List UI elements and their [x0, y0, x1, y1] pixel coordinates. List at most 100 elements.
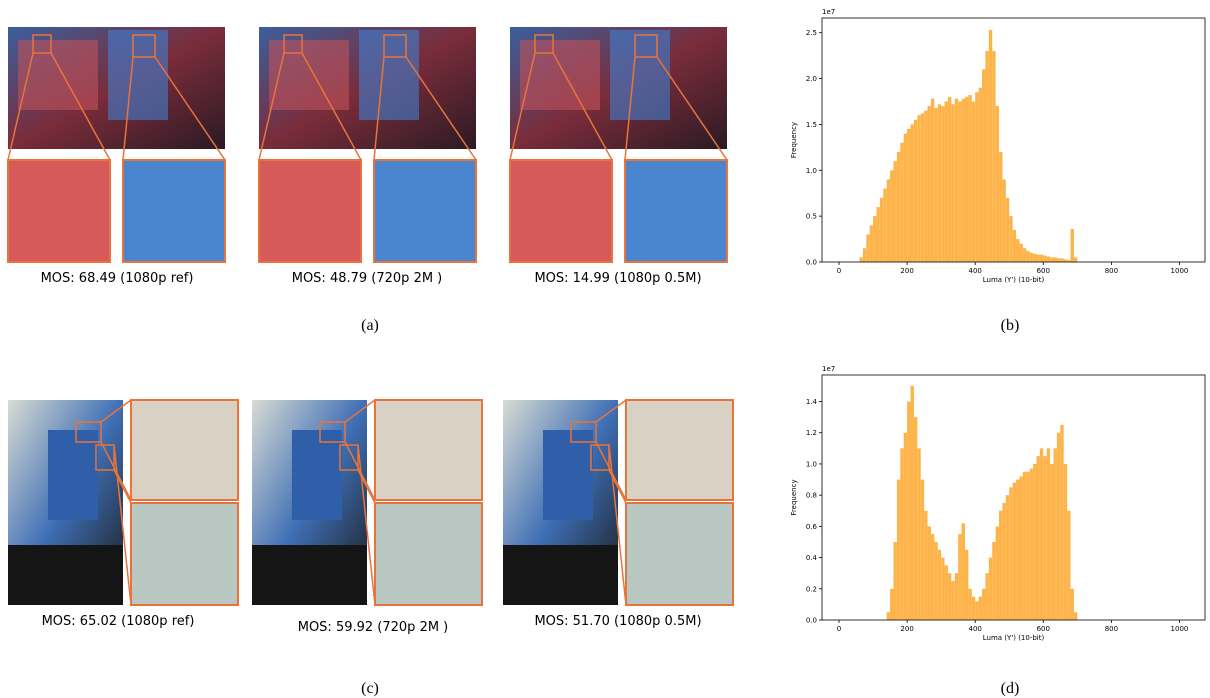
bar: [904, 433, 907, 620]
bar: [941, 558, 944, 620]
bar: [1064, 259, 1067, 262]
bar: [917, 115, 920, 262]
bar: [870, 225, 873, 262]
bar: [972, 597, 975, 620]
bar: [951, 104, 954, 262]
bar: [1023, 248, 1026, 262]
bar: [1026, 472, 1029, 620]
bar: [945, 565, 948, 620]
bar: [893, 161, 896, 262]
x-tick-label: 200: [900, 267, 913, 275]
bar: [968, 589, 971, 620]
bar: [1050, 464, 1053, 620]
caption: MOS: 14.99 (1080p 0.5M): [534, 271, 701, 286]
bar: [955, 99, 958, 262]
caption: MOS: 59.92 (720p 2M ): [298, 620, 449, 635]
caption: MOS: 51.70 (1080p 0.5M): [534, 614, 701, 629]
bar: [887, 179, 890, 262]
bar: [996, 526, 999, 620]
y-tick-label: 0.2: [806, 585, 817, 593]
bar: [979, 597, 982, 620]
bar: [890, 170, 893, 262]
bar: [1067, 511, 1070, 620]
bar: [972, 101, 975, 262]
y-axis-label: Frequency: [790, 122, 798, 158]
bar: [1060, 258, 1063, 262]
bar: [1013, 483, 1016, 620]
bar: [928, 526, 931, 620]
bar: [962, 523, 965, 620]
bar: [989, 558, 992, 620]
bar: [1036, 255, 1039, 262]
y-tick-label: 0.8: [806, 492, 817, 500]
bar: [1071, 229, 1074, 262]
bar: [989, 30, 992, 262]
bar: [1006, 198, 1009, 262]
bar: [1016, 239, 1019, 262]
x-tick-label: 1000: [1171, 267, 1189, 275]
bar: [1009, 216, 1012, 262]
y-tick-label: 0.0: [806, 259, 817, 267]
bar: [1023, 472, 1026, 620]
bar: [1047, 448, 1050, 620]
subfigure-label: (a): [361, 317, 379, 334]
bar: [1030, 469, 1033, 620]
zoom: [626, 503, 733, 605]
bar: [965, 97, 968, 262]
y-tick-label: 2.0: [806, 75, 817, 83]
bar: [941, 106, 944, 262]
bar: [914, 417, 917, 620]
bar: [1050, 257, 1053, 262]
bar: [1002, 179, 1005, 262]
bar: [965, 550, 968, 620]
bar: [911, 386, 914, 620]
bar: [1071, 589, 1074, 620]
photo-detail: [252, 545, 367, 605]
bar: [945, 101, 948, 262]
x-tick-label: 800: [1105, 625, 1118, 633]
zoom: [510, 160, 612, 262]
bar: [904, 134, 907, 262]
photo-detail: [48, 430, 98, 520]
bar: [1060, 425, 1063, 620]
bar: [880, 198, 883, 262]
bar: [1074, 612, 1077, 620]
bar: [866, 234, 869, 262]
zoom: [123, 160, 225, 262]
y-tick-label: 2.5: [806, 29, 817, 37]
x-tick-label: 400: [969, 267, 982, 275]
bar: [975, 601, 978, 620]
x-axis-label: Luma (Y') (10-bit): [983, 276, 1045, 284]
bar: [999, 511, 1002, 620]
bar: [931, 534, 934, 620]
bar: [1036, 456, 1039, 620]
bar: [1040, 448, 1043, 620]
bar: [924, 111, 927, 262]
bar: [897, 152, 900, 262]
bar: [999, 152, 1002, 262]
bar: [934, 108, 937, 262]
bar: [1040, 255, 1043, 262]
photo-detail: [292, 430, 342, 520]
bar: [958, 534, 961, 620]
photo-detail: [18, 40, 98, 110]
y-offset-label: 1e7: [822, 8, 835, 16]
photo-detail: [8, 545, 123, 605]
bar: [921, 113, 924, 262]
photo-detail: [610, 30, 670, 120]
y-tick-label: 1.4: [806, 398, 818, 406]
page: MOS: 68.49 (1080p ref) MOS: 48.79 (720p …: [0, 0, 1210, 698]
zoom: [374, 160, 476, 262]
y-tick-label: 1.0: [806, 167, 817, 175]
bar: [1009, 487, 1012, 620]
bar: [992, 51, 995, 262]
bar: [938, 550, 941, 620]
bar: [1026, 251, 1029, 262]
bar: [968, 95, 971, 262]
bar: [982, 589, 985, 620]
bar: [876, 207, 879, 262]
bar: [924, 511, 927, 620]
bar: [911, 124, 914, 262]
bar: [1043, 256, 1046, 262]
y-tick-label: 1.2: [806, 429, 817, 437]
